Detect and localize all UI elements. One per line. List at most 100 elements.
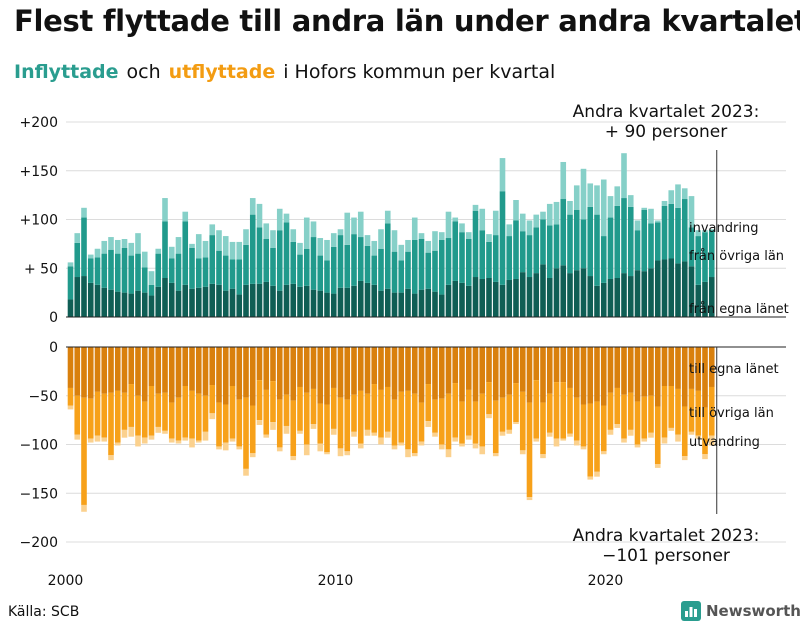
bar-out-emigration — [465, 435, 472, 440]
bar-in-immigration — [540, 211, 546, 220]
bar-out-local — [310, 347, 317, 389]
bar-in-local — [135, 290, 141, 317]
bar-out-local — [675, 347, 681, 389]
bar-out-emigration — [621, 438, 627, 443]
bar-out-local — [472, 347, 479, 402]
bar-out-emigration — [519, 450, 526, 455]
bar-out-emigration — [101, 437, 108, 442]
bar-out-other — [418, 402, 425, 442]
bar-out-emigration — [87, 438, 94, 443]
bar-out-local — [141, 347, 148, 402]
bar-out-emigration — [303, 444, 310, 456]
bar-out-emigration — [344, 451, 351, 456]
bar-out-other — [357, 390, 364, 444]
bar-in-other — [263, 239, 270, 282]
bar-in-local — [324, 292, 330, 317]
bar-out-emigration — [641, 438, 648, 442]
bar-in-local — [513, 278, 519, 317]
bar-out-emigration — [675, 434, 681, 442]
bar-in-other — [148, 284, 155, 296]
bar-out-other — [324, 404, 330, 453]
bar-out-local — [499, 347, 506, 398]
bar-in-immigration — [202, 240, 209, 258]
bar-in-local — [216, 284, 222, 317]
bar-out-local — [202, 347, 209, 396]
bar-out-other — [499, 397, 506, 432]
bar-out-local — [459, 347, 465, 402]
bar-out-other — [256, 380, 263, 421]
logo-text: Newsworthy — [706, 602, 800, 620]
chart-subtitle: Inflyttade och utflyttade i Hofors kommun p… — [14, 61, 555, 83]
bar-in-other — [702, 232, 708, 282]
bar-in-other — [668, 203, 675, 259]
bar-in-other — [405, 251, 411, 289]
bar-out-other — [229, 386, 236, 439]
bar-out-emigration — [229, 438, 236, 442]
bar-out-local — [513, 347, 519, 384]
bar-out-local — [216, 347, 222, 403]
bar-in-other — [222, 255, 229, 291]
bar-out-other — [337, 397, 344, 449]
bar-in-local — [195, 287, 202, 317]
bar-out-local — [168, 347, 175, 403]
bar-out-other — [634, 401, 641, 445]
bar-in-immigration — [222, 236, 229, 256]
bar-out-local — [533, 347, 540, 381]
bar-out-other — [148, 386, 155, 436]
bar-out-other — [681, 406, 688, 457]
bar-out-local — [290, 347, 297, 401]
bar-in-immigration — [270, 230, 276, 248]
bar-out-emigration — [391, 445, 398, 450]
bar-out-other — [94, 391, 101, 436]
bar-out-other — [445, 393, 452, 450]
bar-in-other — [695, 236, 702, 285]
bar-out-emigration — [425, 421, 432, 427]
bar-in-immigration — [425, 240, 432, 253]
bar-out-local — [101, 347, 108, 394]
bar-out-other — [202, 395, 209, 432]
bar-in-immigration — [533, 214, 540, 228]
bar-in-other — [351, 234, 357, 286]
bar-in-other — [533, 227, 540, 274]
bar-in-local — [67, 299, 74, 317]
bar-out-local — [621, 347, 627, 395]
bar-in-immigration — [681, 188, 688, 200]
bar-out-other — [81, 397, 87, 505]
bar-out-local — [411, 347, 418, 394]
bar-in-immigration — [67, 262, 74, 267]
newsworthy-logo: Newsworthy — [681, 601, 800, 621]
bar-in-local — [607, 278, 614, 317]
bar-in-other — [270, 247, 276, 286]
bar-out-other — [459, 401, 465, 444]
bar-out-emigration — [243, 468, 249, 476]
bar-out-emigration — [378, 437, 384, 445]
bar-out-local — [249, 347, 256, 406]
bar-out-emigration — [263, 434, 270, 438]
bar-in-immigration — [135, 233, 141, 254]
bar-out-emigration — [533, 438, 540, 442]
bar-in-other — [452, 221, 459, 281]
bar-in-immigration — [297, 242, 303, 255]
bar-in-local — [222, 290, 229, 317]
bar-out-emigration — [661, 437, 668, 444]
bar-in-local — [459, 282, 465, 317]
bar-in-other — [459, 232, 465, 283]
bar-in-immigration — [310, 221, 317, 238]
bar-out-other — [141, 401, 148, 438]
bar-out-local — [681, 347, 688, 407]
bar-out-other — [270, 381, 276, 423]
bar-out-local — [661, 347, 668, 386]
bar-out-other — [391, 399, 398, 446]
bar-in-immigration — [405, 239, 411, 252]
bar-in-other — [195, 258, 202, 288]
bar-out-emigration — [560, 438, 567, 441]
bar-in-local — [472, 277, 479, 317]
bar-in-local — [371, 284, 378, 317]
bar-in-other — [425, 252, 432, 289]
bar-out-local — [418, 347, 425, 403]
bar-in-immigration — [702, 230, 708, 233]
annotation-top-line2: + 90 personer — [605, 122, 727, 142]
bar-in-immigration — [256, 203, 263, 228]
bar-in-immigration — [141, 251, 148, 268]
bar-in-other — [87, 258, 94, 283]
